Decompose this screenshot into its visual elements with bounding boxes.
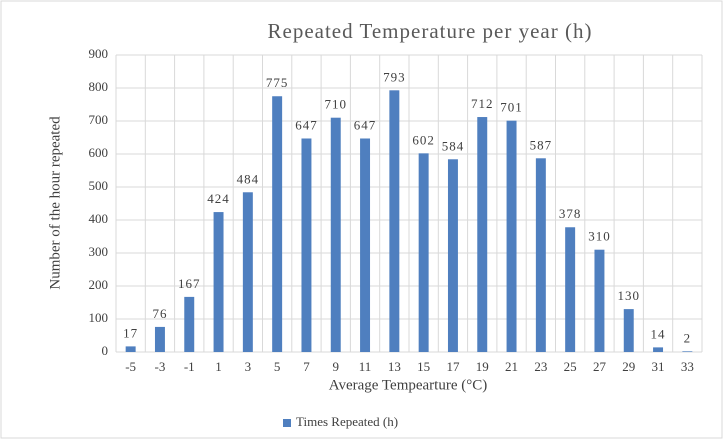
bar [535,158,546,352]
y-tick-label: 600 [89,145,109,160]
x-tick-label: 7 [303,359,310,374]
x-tick-label: 3 [245,359,252,374]
chart-title: Repeated Temperature per year (h) [268,19,593,43]
bar [418,153,429,352]
bar [653,347,664,352]
data-label: 587 [530,137,553,152]
x-tick-label: 19 [476,359,489,374]
x-tick-label: 1 [215,359,222,374]
bar [389,90,400,352]
x-tick-label: -5 [125,359,136,374]
data-label: 647 [295,117,318,132]
data-label: 167 [178,276,201,291]
x-tick-label: -3 [155,359,166,374]
bar [154,326,165,352]
data-label: 378 [559,206,582,221]
data-label: 130 [618,288,641,303]
data-label: 793 [383,69,406,84]
bar [565,227,576,352]
data-label: 17 [123,325,138,340]
data-label: 775 [266,75,289,90]
x-axis-title: Average Tempearture (°C) [329,377,487,393]
y-tick-label: 400 [89,211,109,226]
x-tick-label: 29 [622,359,635,374]
data-label: 76 [152,306,167,321]
x-tick-label: 31 [652,359,665,374]
x-tick-label: 5 [274,359,281,374]
data-label: 584 [442,138,465,153]
bar [477,117,488,352]
x-tick-label: 25 [564,359,577,374]
y-tick-label: 800 [89,79,109,94]
data-label: 602 [412,132,435,147]
data-label: 712 [471,96,494,111]
y-axis-title: Number of the hour repeated [47,116,63,290]
bar [623,309,634,352]
data-label: 710 [325,97,348,112]
data-label: 310 [588,229,611,244]
y-tick-label: 300 [89,244,109,259]
bar [213,212,224,352]
x-tick-label: 9 [333,359,340,374]
x-tick-label: 33 [681,359,694,374]
y-tick-label: 500 [89,178,109,193]
x-tick-label: 11 [359,359,372,374]
legend-label: Times Repeated (h) [296,414,398,429]
y-tick-label: 100 [89,310,109,325]
bar [330,117,341,352]
data-label: 14 [651,326,666,341]
data-label: 2 [684,330,692,345]
bar [506,120,517,352]
bar [242,192,253,352]
bar [125,346,136,352]
y-tick-label: 900 [89,46,109,61]
y-tick-label: 700 [89,112,109,127]
bar [360,138,371,352]
bar [682,351,693,352]
data-label: 701 [500,100,523,115]
x-tick-label: 23 [534,359,547,374]
bar [594,249,605,352]
y-tick-label: 0 [102,343,109,358]
x-tick-label: 15 [417,359,430,374]
bar [301,138,312,352]
x-tick-label: 27 [593,359,607,374]
x-tick-label: 17 [446,359,460,374]
x-tick-label: -1 [184,359,195,374]
bar [447,159,458,352]
bar [272,96,283,352]
data-label: 647 [354,117,377,132]
bar [184,296,195,352]
data-label: 484 [237,171,260,186]
x-tick-label: 13 [388,359,401,374]
y-tick-label: 200 [89,277,109,292]
legend-swatch [283,419,291,427]
data-label: 424 [207,191,230,206]
x-tick-label: 21 [505,359,518,374]
